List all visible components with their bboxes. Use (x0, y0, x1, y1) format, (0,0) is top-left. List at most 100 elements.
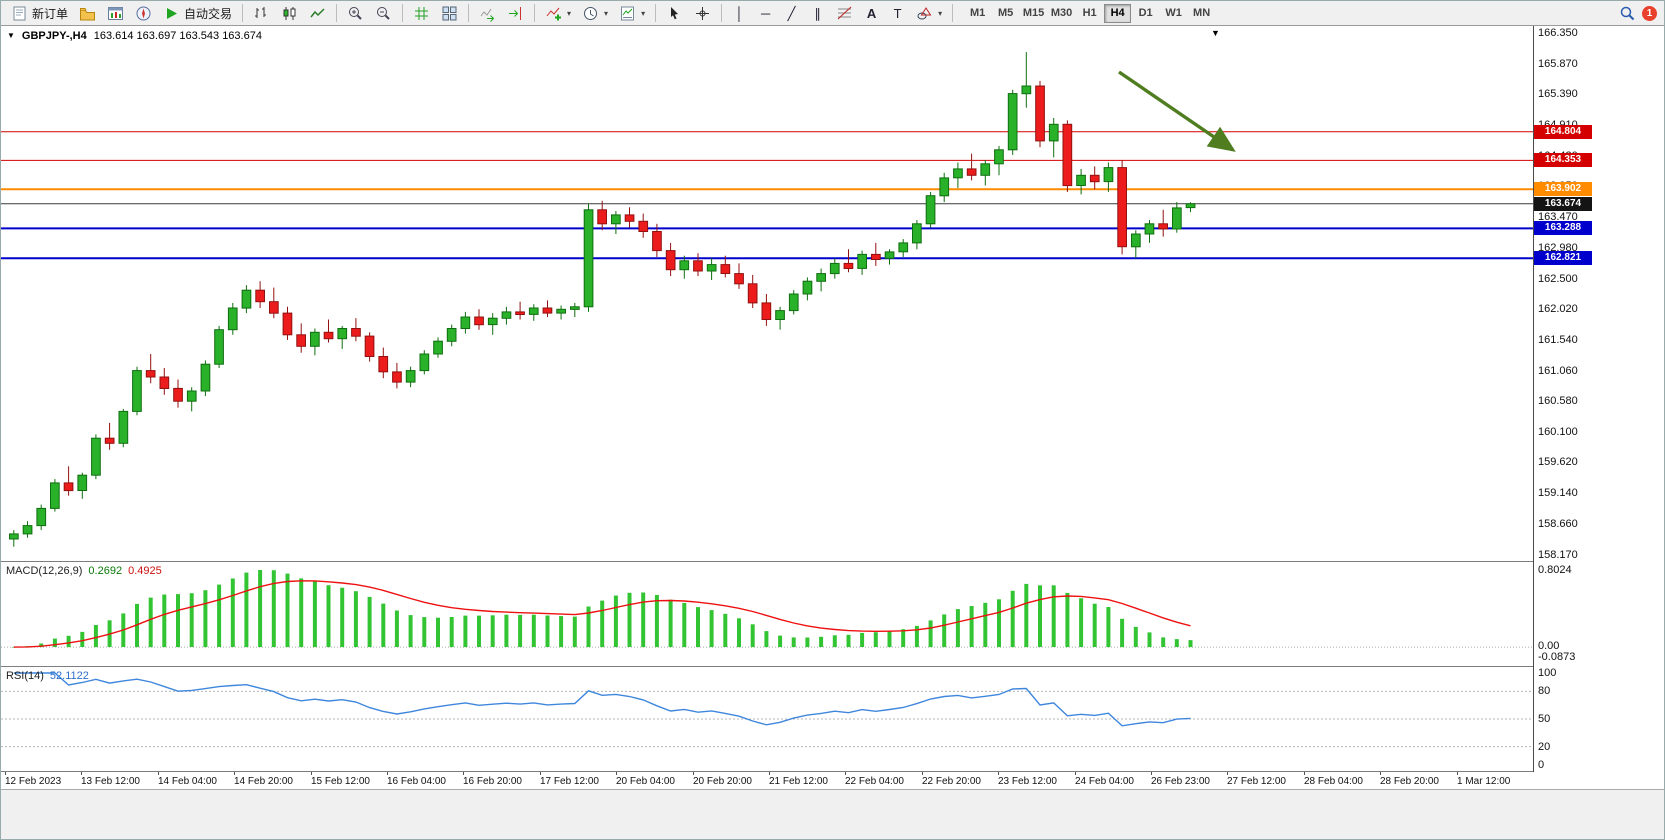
auto-scroll-button[interactable] (474, 3, 501, 24)
rsi-axis-label: 80 (1538, 685, 1551, 697)
shapes-tool-button[interactable]: ▾ (911, 3, 947, 24)
time-axis-label: 16 Feb 20:00 (463, 776, 522, 787)
timeframe-button-h4[interactable]: H4 (1104, 3, 1132, 23)
navigator-button[interactable] (130, 3, 157, 24)
notification-badge[interactable]: 1 (1642, 5, 1657, 21)
timeframe-button-d1[interactable]: D1 (1138, 7, 1153, 19)
autotrading-button[interactable]: 自动交易 (158, 3, 237, 24)
chart-shift-icon (509, 6, 522, 20)
price-level-tag[interactable]: 164.804 (1534, 125, 1592, 139)
timeframe-button-m1[interactable]: M1 (969, 7, 986, 19)
macd-indicator-panel[interactable]: MACD(12,26,9) 0.2692 0.4925 (1, 562, 1533, 666)
price-axis-column[interactable]: 166.350165.870165.390164.910164.430163.9… (1534, 26, 1664, 789)
price-axis-label: 159.620 (1538, 456, 1578, 468)
text-tool-button[interactable]: A (859, 3, 884, 24)
label-tool-button[interactable]: T (885, 3, 910, 24)
time-axis-tick (463, 772, 464, 775)
periods-button[interactable]: ▾ (577, 3, 613, 24)
rsi-label: RSI(14) (6, 670, 44, 682)
panel-separator[interactable] (1, 666, 1664, 667)
templates-button[interactable]: ▾ (614, 3, 650, 24)
toolbar-separator (402, 4, 404, 22)
time-axis-tick (311, 772, 312, 775)
rsi-indicator-panel[interactable]: RSI(14) 52.1122 (1, 667, 1533, 771)
candlestick-chart-canvas[interactable] (1, 26, 1533, 561)
panel-separator[interactable] (1, 561, 1664, 562)
price-axis-label: 158.170 (1538, 549, 1578, 561)
price-level-tag[interactable]: 163.902 (1534, 182, 1592, 196)
auto-scroll-icon (480, 8, 495, 22)
cursor-tool-button[interactable] (661, 3, 688, 24)
tile-windows-button[interactable] (436, 3, 463, 24)
timeframe-button-w1[interactable]: W1 (1165, 7, 1182, 19)
timeframe-button-m30[interactable]: M30 (1050, 7, 1073, 19)
grid-toggle-button[interactable] (408, 3, 435, 24)
autotrading-label: 自动交易 (184, 6, 233, 21)
rsi-axis[interactable]: 100 80 50 20 0 (1534, 667, 1664, 771)
grid-icon (415, 6, 429, 20)
line-chart-mode-button[interactable] (304, 3, 331, 24)
timeframe-button-m15[interactable]: M15 (1022, 7, 1045, 19)
search-icon[interactable] (1619, 5, 1636, 22)
timeframe-button-m5[interactable]: M5 (997, 7, 1014, 19)
channel-tool-button[interactable]: ∥ (805, 3, 830, 24)
horizontal-line-tool-button[interactable]: ─ (753, 3, 778, 24)
main-price-axis[interactable]: 166.350165.870165.390164.910164.430163.9… (1534, 26, 1664, 561)
bar-chart-icon (255, 6, 267, 18)
channel-icon: ∥ (814, 5, 821, 21)
chart-shift-button[interactable] (502, 3, 529, 24)
time-axis-tick (1151, 772, 1152, 775)
macd-axis[interactable]: 0.8024 0.00 -0.0873 (1534, 562, 1664, 666)
rsi-label-row: RSI(14) 52.1122 (6, 670, 89, 682)
time-axis-tick (540, 772, 541, 775)
time-axis-tick (234, 772, 235, 775)
toolbar-separator (534, 4, 536, 22)
horizontal-level-lines[interactable] (1, 131, 1533, 260)
macd-histogram (11, 570, 1193, 648)
new-order-button[interactable]: 新订单 (6, 3, 73, 24)
price-level-tag[interactable]: 163.288 (1534, 221, 1592, 235)
time-axis[interactable]: 12 Feb 2023 13 Feb 12:00 14 Feb 04:00 14 Fe… (1, 772, 1533, 789)
time-axis-tick (616, 772, 617, 775)
macd-axis-label: -0.0873 (1538, 651, 1576, 663)
current-price-tag[interactable]: 163.674 (1534, 197, 1592, 211)
macd-label: MACD(12,26,9) (6, 565, 83, 577)
zoom-out-button[interactable] (370, 3, 397, 24)
time-axis-label: 14 Feb 20:00 (234, 776, 293, 787)
price-level-tag[interactable]: 162.821 (1534, 251, 1592, 265)
timeframe-button-h1[interactable]: H1 (1082, 7, 1097, 19)
time-axis-label: 22 Feb 04:00 (845, 776, 904, 787)
indicators-button[interactable]: ▾ (540, 3, 576, 24)
market-watch-button[interactable] (102, 3, 129, 24)
time-axis-tick (5, 772, 6, 775)
trendline-tool-button[interactable]: ╱ (779, 3, 804, 24)
candlestick-mode-button[interactable] (276, 3, 303, 24)
crosshair-tool-button[interactable] (689, 3, 716, 24)
rsi-axis-label: 0 (1538, 759, 1545, 771)
main-price-chart[interactable]: ▼ GBPJPY-,H4 163.614 163.697 163.543 163… (1, 26, 1533, 561)
rsi-value: 52.1122 (49, 670, 89, 682)
time-axis-label: 28 Feb 04:00 (1304, 776, 1363, 787)
price-axis-label: 160.580 (1538, 395, 1578, 407)
vertical-line-tool-button[interactable]: │ (727, 3, 752, 24)
timeframe-button-mn[interactable]: MN (1193, 7, 1211, 19)
toolbar: 新订单 自动交易 (1, 1, 1664, 26)
time-axis-label: 23 Feb 12:00 (998, 776, 1057, 787)
text-tool-icon: A (866, 5, 877, 21)
fibonacci-tool-button[interactable] (831, 3, 858, 24)
bar-chart-mode-button[interactable] (248, 3, 275, 24)
price-axis-label: 162.500 (1538, 273, 1578, 285)
toolbar-separator (655, 4, 657, 22)
toolbar-separator (952, 4, 954, 22)
one-click-trading-toggle-icon[interactable]: ▼ (7, 31, 15, 40)
zoom-in-button[interactable] (342, 3, 369, 24)
periods-clock-icon (584, 6, 598, 20)
profiles-button[interactable] (74, 3, 101, 24)
time-axis-tick (693, 772, 694, 775)
chart-title: ▼ GBPJPY-,H4 163.614 163.697 163.543 163… (7, 30, 262, 42)
trendline-icon: ╱ (787, 5, 796, 21)
trend-arrow-annotation[interactable] (1118, 70, 1236, 152)
price-level-tag[interactable]: 164.353 (1534, 153, 1592, 167)
time-axis-label: 27 Feb 12:00 (1227, 776, 1286, 787)
autotrading-play-icon (167, 7, 178, 19)
